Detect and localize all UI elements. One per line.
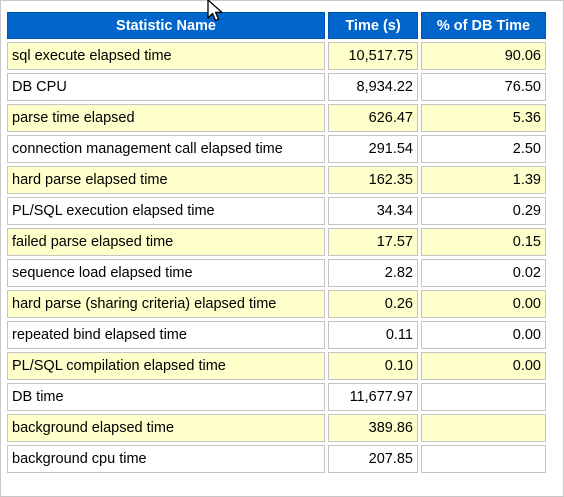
table-row: PL/SQL compilation elapsed time 0.10 0.0… [7, 352, 546, 380]
pct-db-time-cell: 2.50 [421, 135, 546, 163]
time-cell: 0.11 [328, 321, 418, 349]
table-row: background elapsed time 389.86 [7, 414, 546, 442]
time-cell: 0.26 [328, 290, 418, 318]
time-cell: 162.35 [328, 166, 418, 194]
pct-db-time-cell: 5.36 [421, 104, 546, 132]
pct-db-time-cell: 0.29 [421, 197, 546, 225]
pct-db-time-cell [421, 383, 546, 411]
statistic-name-cell: DB CPU [7, 73, 325, 101]
table-row: connection management call elapsed time … [7, 135, 546, 163]
statistic-name-cell: parse time elapsed [7, 104, 325, 132]
time-cell: 17.57 [328, 228, 418, 256]
table-row: failed parse elapsed time 17.57 0.15 [7, 228, 546, 256]
statistic-name-cell: sequence load elapsed time [7, 259, 325, 287]
pct-db-time-cell: 0.02 [421, 259, 546, 287]
pct-db-time-cell: 0.00 [421, 290, 546, 318]
pct-db-time-cell: 90.06 [421, 42, 546, 70]
column-header-statistic-name[interactable]: Statistic Name [7, 12, 325, 39]
table-row: hard parse (sharing criteria) elapsed ti… [7, 290, 546, 318]
time-cell: 34.34 [328, 197, 418, 225]
mouse-pointer-icon [207, 0, 223, 22]
time-cell: 8,934.22 [328, 73, 418, 101]
column-header-time[interactable]: Time (s) [328, 12, 418, 39]
time-model-statistics-table: Statistic Name Time (s) % of DB Time sql… [4, 9, 549, 476]
column-header-pct-db-time[interactable]: % of DB Time [421, 12, 546, 39]
time-cell: 11,677.97 [328, 383, 418, 411]
time-cell: 0.10 [328, 352, 418, 380]
statistic-name-cell: failed parse elapsed time [7, 228, 325, 256]
time-cell: 291.54 [328, 135, 418, 163]
table-body: sql execute elapsed time 10,517.75 90.06… [7, 42, 546, 473]
pct-db-time-cell: 76.50 [421, 73, 546, 101]
statistic-name-cell: DB time [7, 383, 325, 411]
time-cell: 207.85 [328, 445, 418, 473]
table-row: background cpu time 207.85 [7, 445, 546, 473]
header-row: Statistic Name Time (s) % of DB Time [7, 12, 546, 39]
time-cell: 389.86 [328, 414, 418, 442]
table-row: sequence load elapsed time 2.82 0.02 [7, 259, 546, 287]
statistic-name-cell: sql execute elapsed time [7, 42, 325, 70]
pct-db-time-cell: 0.00 [421, 321, 546, 349]
pct-db-time-cell: 0.00 [421, 352, 546, 380]
table-row: sql execute elapsed time 10,517.75 90.06 [7, 42, 546, 70]
statistic-name-cell: background cpu time [7, 445, 325, 473]
statistic-name-cell: connection management call elapsed time [7, 135, 325, 163]
statistic-name-cell: repeated bind elapsed time [7, 321, 325, 349]
statistic-name-cell: hard parse (sharing criteria) elapsed ti… [7, 290, 325, 318]
table-row: DB CPU 8,934.22 76.50 [7, 73, 546, 101]
pct-db-time-cell [421, 414, 546, 442]
time-cell: 10,517.75 [328, 42, 418, 70]
table-row: DB time 11,677.97 [7, 383, 546, 411]
pct-db-time-cell: 1.39 [421, 166, 546, 194]
table-row: PL/SQL execution elapsed time 34.34 0.29 [7, 197, 546, 225]
statistic-name-cell: hard parse elapsed time [7, 166, 325, 194]
pct-db-time-cell [421, 445, 546, 473]
table-row: repeated bind elapsed time 0.11 0.00 [7, 321, 546, 349]
pct-db-time-cell: 0.15 [421, 228, 546, 256]
statistic-name-cell: background elapsed time [7, 414, 325, 442]
statistic-name-cell: PL/SQL compilation elapsed time [7, 352, 325, 380]
table-row: parse time elapsed 626.47 5.36 [7, 104, 546, 132]
statistic-name-cell: PL/SQL execution elapsed time [7, 197, 325, 225]
table-row: hard parse elapsed time 162.35 1.39 [7, 166, 546, 194]
time-cell: 626.47 [328, 104, 418, 132]
time-cell: 2.82 [328, 259, 418, 287]
